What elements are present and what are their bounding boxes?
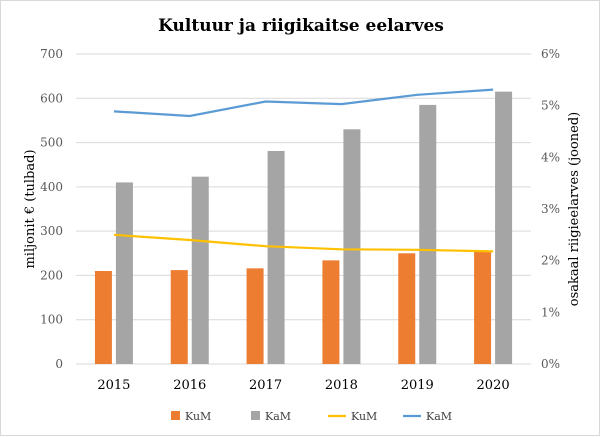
- y2-tick-label: 0%: [541, 357, 560, 371]
- y-tick-label: 700: [40, 47, 63, 61]
- x-tick-label: 2018: [325, 378, 358, 393]
- legend-label: KaM: [426, 410, 452, 423]
- y-tick-label: 200: [40, 268, 63, 282]
- bar-kam-2019: [419, 104, 437, 364]
- y2-tick-label: 3%: [541, 202, 560, 216]
- bar-kam-2018: [343, 129, 361, 364]
- y2-tick-label: 6%: [541, 47, 560, 61]
- y-tick-label: 100: [40, 313, 63, 327]
- legend-swatch-bar-kam: [251, 411, 260, 420]
- bar-kum-2020: [474, 251, 492, 364]
- bar-kum-2019: [398, 253, 416, 364]
- bar-kum-2017: [246, 268, 264, 364]
- bar-kum-2018: [322, 260, 340, 364]
- y-tick-label: 300: [40, 224, 63, 238]
- y-tick-label: 500: [40, 136, 63, 150]
- x-tick-label: 2019: [401, 378, 434, 393]
- bar-kam-2020: [495, 91, 513, 365]
- y2-tick-label: 4%: [541, 150, 560, 164]
- y2-tick-label: 5%: [541, 99, 560, 113]
- legend-swatch-bar-kum: [171, 411, 180, 420]
- legend-label: KaM: [265, 410, 291, 423]
- y2-tick-label: 2%: [541, 254, 560, 268]
- x-tick-label: 2016: [173, 378, 206, 393]
- y-tick-label: 600: [40, 91, 63, 105]
- x-tick-label: 2020: [477, 378, 510, 393]
- y2-axis-label: osakaal riigieelarves (jooned): [567, 112, 582, 307]
- line-kum-share: [113, 233, 494, 253]
- bar-kum-2016: [170, 270, 188, 364]
- bar-kam-2015: [115, 182, 133, 364]
- x-tick-label: 2017: [249, 378, 282, 393]
- legend-label: KuM: [351, 410, 377, 423]
- x-tick-label: 2015: [97, 378, 130, 393]
- bar-kam-2017: [267, 150, 285, 364]
- line-kam-share: [113, 88, 494, 118]
- y-tick-label: 0: [55, 357, 63, 371]
- legend-label: KuM: [185, 410, 211, 423]
- y-axis-label: miljonit € (tulbad): [23, 149, 38, 268]
- bar-kam-2016: [191, 176, 209, 364]
- chart-title: Kultuur ja riigikaitse eelarves: [158, 16, 444, 36]
- y2-tick-label: 1%: [541, 305, 560, 319]
- y-tick-label: 400: [40, 180, 63, 194]
- bar-kum-2015: [94, 271, 112, 364]
